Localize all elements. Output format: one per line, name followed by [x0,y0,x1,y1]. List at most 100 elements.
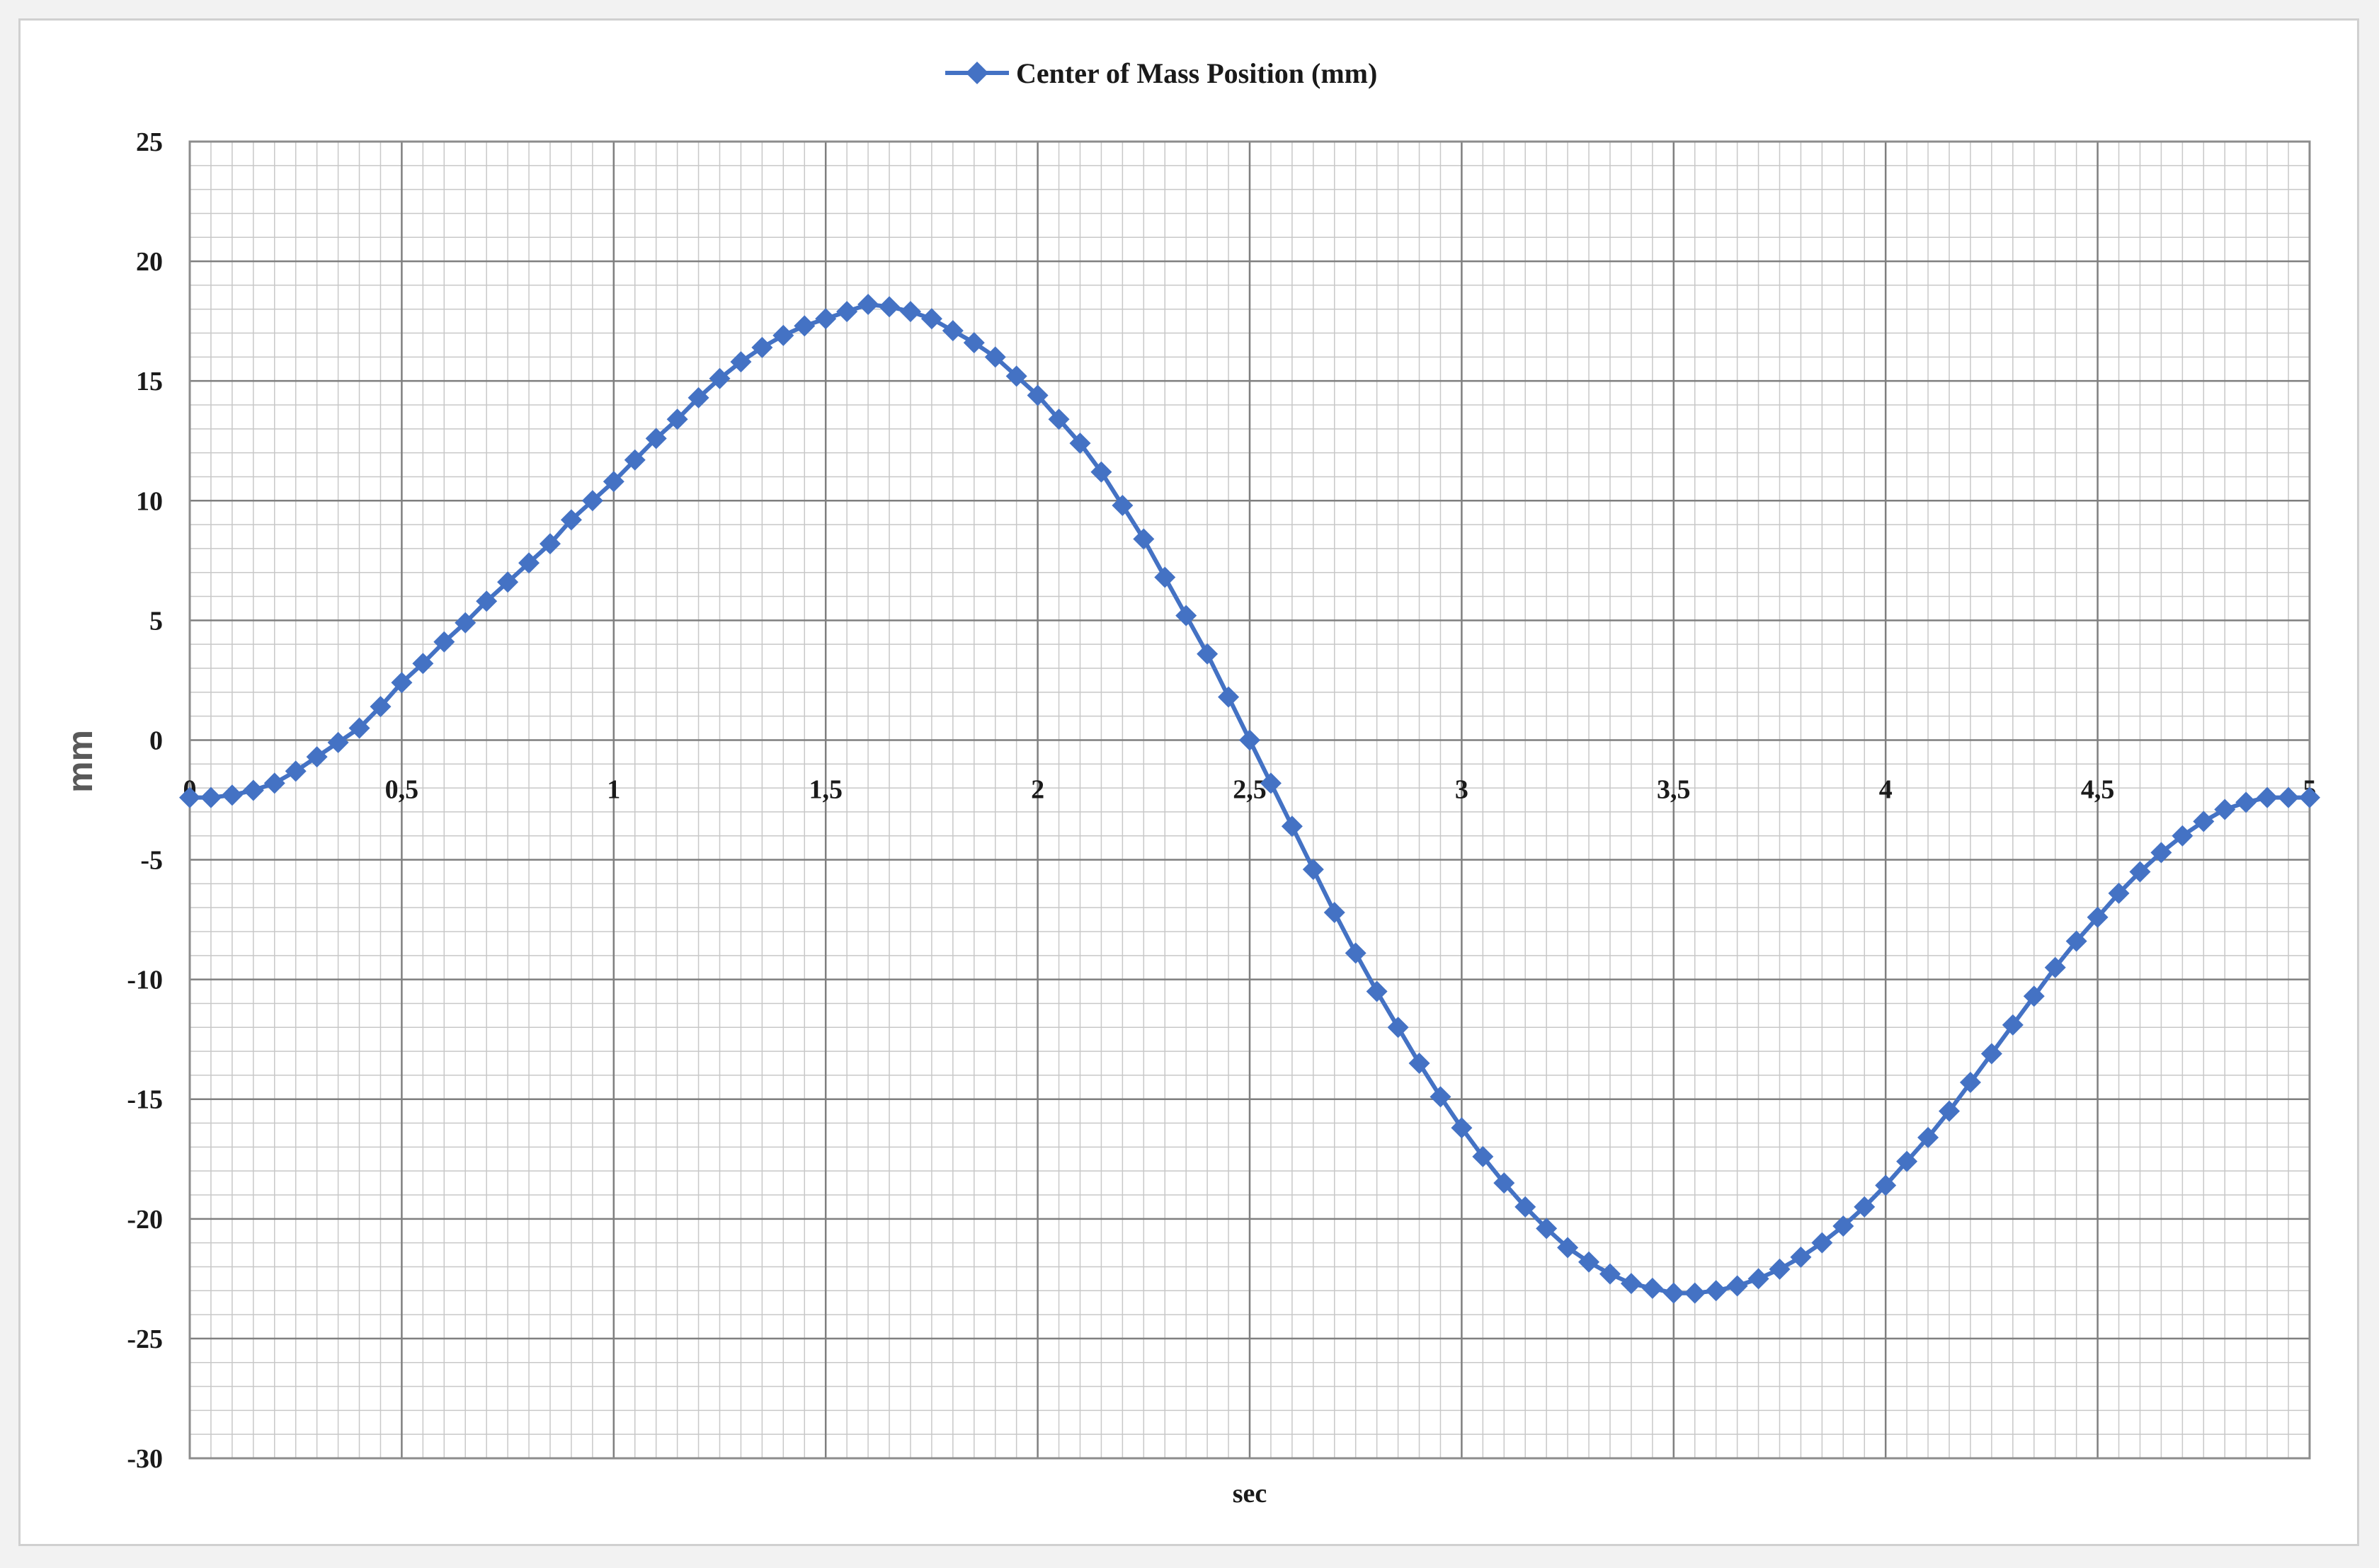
data-point-marker [2087,906,2109,928]
data-point-marker [751,336,773,358]
data-point-marker [327,731,349,753]
data-point-marker [1260,772,1282,794]
x-tick-label: 1,5 [809,774,843,804]
legend-label: Center of Mass Position (mm) [1016,57,1377,89]
data-point-marker [1197,643,1219,665]
data-point-marker [1387,1017,1409,1038]
data-point-marker [2023,985,2045,1007]
x-tick-label: 2,5 [1233,774,1267,804]
data-point-marker [1939,1100,1961,1122]
data-point-marker [285,760,307,782]
data-point-marker [688,387,709,408]
data-point-marker [730,351,752,373]
data-point-marker [1218,686,1240,708]
data-point-marker [242,779,264,801]
data-point-marker [1451,1117,1473,1139]
data-point-marker [1578,1251,1600,1273]
data-point-marker [1302,859,1324,881]
data-point-marker [836,301,858,323]
data-point-marker [2257,786,2278,808]
data-point-marker [879,296,901,318]
data-point-marker [666,408,688,430]
data-point-marker [1790,1246,1812,1268]
data-point-marker [391,672,413,694]
data-point-marker [794,315,816,337]
data-point-marker [857,293,879,315]
data-point-marker [560,509,582,531]
data-point-marker [2065,930,2087,952]
data-point-marker [2002,1014,2024,1036]
data-point-marker [1069,433,1091,454]
data-point-marker [1641,1277,1663,1299]
x-axis-title: sec [1233,1479,1267,1509]
data-point-marker [1747,1268,1769,1290]
y-tick-label: 25 [136,127,163,157]
data-point-marker [645,428,667,450]
y-axis-tick-labels: 25 20 15 10 5 0 -5 -10 -15 -20 -25 -30 [127,127,163,1474]
data-point-marker [1832,1215,1854,1237]
chart-frame [18,18,2359,1546]
data-point-marker [772,324,794,346]
x-tick-label: 1 [607,774,620,804]
data-point-marker [476,590,498,612]
data-point-marker [1493,1172,1515,1194]
data-point-marker [306,746,328,768]
data-point-marker [1811,1232,1833,1254]
legend-diamond-marker [966,62,988,84]
data-point-marker [2172,825,2193,847]
data-point-marker [1620,1273,1642,1295]
y-tick-label: 15 [136,367,163,396]
x-tick-label: 2 [1031,774,1044,804]
data-point-marker [581,490,603,512]
data-point-marker [200,786,222,808]
data-point-marker [1366,980,1388,1002]
data-point-marker [2150,842,2172,864]
data-point-marker [412,653,434,675]
legend: Center of Mass Position (mm) [945,57,1377,89]
data-point-marker [1557,1237,1579,1259]
y-tick-label: 10 [136,486,163,516]
data-point-marker [1281,816,1303,837]
data-point-marker [1472,1145,1494,1167]
data-point-marker [984,346,1006,368]
data-point-marker [1769,1258,1791,1280]
y-tick-label: -30 [127,1444,163,1474]
data-point-marker [1854,1196,1876,1218]
data-point-marker [1705,1280,1727,1302]
data-point-marker [2278,786,2300,808]
data-point-marker [433,631,455,653]
data-point-marker [1154,566,1176,588]
y-tick-label: -20 [127,1205,163,1235]
data-point-marker [815,308,837,330]
data-point-marker [1875,1174,1897,1196]
data-point-marker [2044,956,2066,978]
data-point-marker [348,717,370,739]
data-point-marker [1662,1282,1684,1304]
data-point-marker [1917,1126,1939,1148]
data-point-marker [1980,1043,2002,1065]
x-tick-label: 3,5 [1657,774,1691,804]
data-point-marker [920,308,942,330]
data-point-marker [899,301,921,323]
data-point-marker [370,696,392,718]
x-tick-label: 3 [1455,774,1468,804]
y-tick-label: 0 [149,726,163,755]
data-point-marker [1345,942,1367,964]
data-point-marker [1027,384,1049,406]
y-axis-title: mm [60,730,100,793]
data-point-marker [1536,1218,1558,1240]
data-point-marker [2108,882,2130,904]
data-point-marker [1726,1275,1748,1297]
data-point-marker [1112,495,1134,517]
data-point-marker [2214,799,2236,820]
data-point-marker [2129,861,2151,883]
data-point-marker [179,786,200,808]
data-point-marker [1133,528,1155,550]
data-point-marker [1090,461,1112,483]
data-point-marker [1959,1072,1981,1094]
y-tick-label: 20 [136,247,163,277]
data-point-marker [1408,1053,1430,1074]
data-point-marker [2235,791,2257,813]
data-point-marker [1048,408,1070,430]
data-point-marker [963,332,985,354]
